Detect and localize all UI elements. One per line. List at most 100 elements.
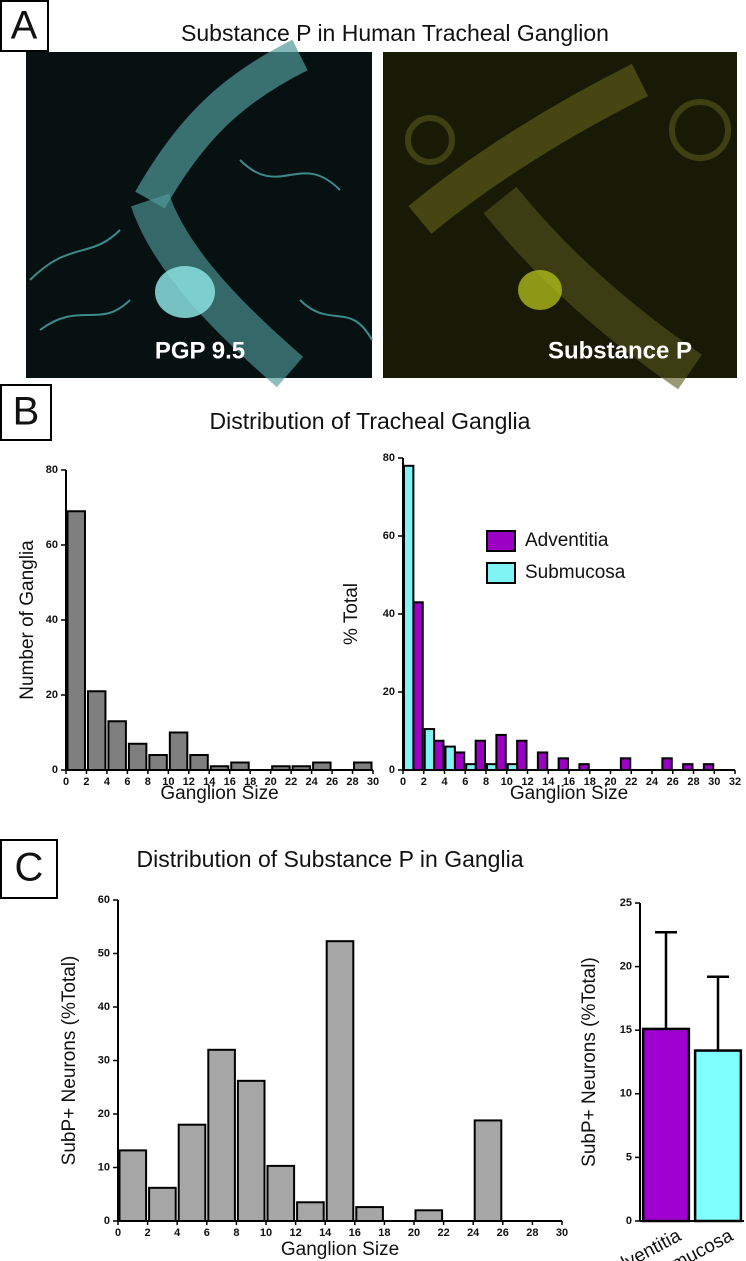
bar [414,1209,444,1223]
x-tick-label: 12 [521,776,533,788]
panel-label-box [0,839,58,899]
bar [619,757,632,771]
x-tick-label: 20 [265,776,277,788]
bar [453,751,466,772]
y-tick-label: 80 [46,464,58,476]
x-tick-label: 12 [183,776,195,788]
x-tick-label: 2 [421,776,427,788]
y-tick-label: 40 [383,608,395,620]
x-tick-label: 16 [349,1227,361,1239]
x-tick-label: 26 [497,1227,509,1239]
bar [474,739,486,771]
x-tick-label: 0 [115,1227,121,1239]
x-tick-label: 10 [501,776,513,788]
x-tick-label: 30 [556,1227,568,1239]
x-tick-label: 14 [203,776,216,788]
bar [412,601,424,771]
bar [536,751,549,772]
y-tick-label: 20 [46,689,58,701]
y-tick-label: 40 [98,1001,110,1013]
x-tick-label: 22 [437,1227,449,1239]
bar [207,1048,236,1223]
x-tick-label: 26 [667,776,679,788]
bar [641,1027,691,1223]
bar [148,754,168,771]
x-tick-label: 24 [646,776,659,788]
x-tick-label: 20 [604,776,616,788]
bar [236,1079,266,1222]
x-tick-label: 16 [224,776,236,788]
legend-swatch [486,530,516,552]
panel-title: Distribution of Substance P in Ganglia [137,846,524,872]
y-axis-label: SubP+ Neurons (%Total) [59,956,80,1166]
x-tick-label: 14 [542,776,555,788]
y-tick-label: 15 [620,1024,632,1036]
x-tick-label: 28 [526,1227,538,1239]
bar [312,761,332,771]
x-tick-label: 10 [260,1227,272,1239]
bar [296,1201,325,1223]
bar [495,733,507,772]
bar [127,742,148,771]
y-tick-label: 0 [104,1215,110,1227]
panel-label: B [13,390,40,434]
y-axis-label: % Total [341,583,362,645]
bar [189,754,209,771]
panel-label-box [0,0,49,52]
x-tick-label: 32 [729,776,741,788]
y-tick-label: 5 [626,1151,632,1163]
x-tick-label: 8 [145,776,151,788]
panel-title: Distribution of Tracheal Ganglia [210,408,531,434]
bar [325,940,355,1222]
x-tick-label: 10 [162,776,174,788]
x-tick-label: 28 [346,776,358,788]
bar [433,739,445,771]
y-axis-label: SubP+ Neurons (%Total) [579,957,600,1167]
micrograph: PGP 9.5 [26,39,373,388]
bar [423,728,436,771]
y-tick-label: 30 [98,1054,110,1066]
x-tick-label: 2 [145,1227,151,1239]
x-tick-label: 18 [584,776,596,788]
y-axis-label: Number of Ganglia [17,540,38,700]
y-tick-label: 50 [98,947,110,959]
bar [230,761,250,771]
x-tick-label: 0 [63,776,69,788]
bar [118,1149,148,1223]
bar [266,1164,296,1223]
bar [148,1186,177,1222]
image-label: Substance P [548,337,692,364]
micrograph: Substance P [383,52,737,390]
y-tick-label: 0 [52,764,58,776]
x-tick-label: 30 [367,776,379,788]
bar [557,757,569,771]
bar [444,745,456,771]
x-tick-label: 4 [441,776,448,788]
x-tick-label: 18 [244,776,256,788]
x-axis-label: Ganglion Size [281,1239,399,1260]
y-tick-label: 20 [620,961,632,973]
y-tick-label: 0 [626,1215,632,1227]
x-tick-label: 16 [563,776,575,788]
x-tick-label: 4 [174,1227,181,1239]
legend-label: Adventitia [525,530,609,551]
x-axis-label: Ganglion Size [160,783,278,804]
panel-label: A [11,4,38,48]
y-tick-label: 25 [620,897,632,909]
legend-label: Submucosa [525,562,626,583]
bar [353,761,373,771]
x-tick-label: 22 [285,776,297,788]
panel-label: C [15,846,44,890]
y-tick-label: 60 [383,530,395,542]
x-tick-label: 18 [378,1227,390,1239]
bar [168,731,189,771]
bar [516,739,528,771]
bar [355,1206,384,1222]
y-tick-label: 20 [98,1108,110,1120]
bar [403,464,415,771]
bar [177,1123,207,1222]
bar [107,720,127,771]
bar [66,510,86,771]
x-tick-label: 28 [687,776,699,788]
